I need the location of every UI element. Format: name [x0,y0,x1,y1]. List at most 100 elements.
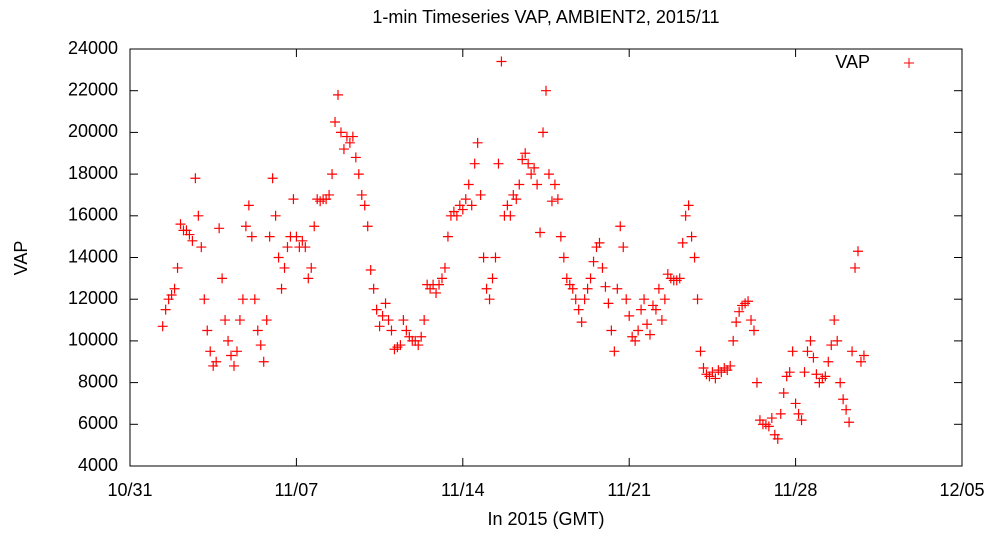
data-point [639,294,650,305]
data-point [674,273,685,284]
legend-marker [904,58,914,68]
data-point [240,221,251,232]
data-point [252,325,263,336]
data-point [157,321,168,332]
data-point [344,137,355,148]
data-point [511,194,522,205]
data-point [493,158,504,169]
y-tick-label: 8000 [78,371,118,391]
data-point [695,346,706,357]
data-point [172,262,183,273]
data-point [805,335,816,346]
chart-title: 1-min Timeseries VAP, AMBIENT2, 2015/11 [372,7,719,27]
data-point [692,294,703,305]
data-point [434,279,445,290]
data-point [353,169,364,180]
data-point [838,394,849,405]
data-point [226,350,237,361]
data-point [796,415,807,426]
data-point [659,294,670,305]
data-point [401,325,412,336]
data-point [728,335,739,346]
data-point [829,315,840,326]
data-point [775,408,786,419]
data-point [330,116,341,127]
data-point [457,204,468,215]
data-point [766,413,777,424]
data-point [853,246,863,257]
data-point [276,283,287,294]
legend-label: VAP [835,52,870,72]
data-point [689,252,700,263]
data-point [279,262,290,273]
x-tick-label: 11/07 [275,480,319,500]
data-point [823,356,834,367]
data-point [190,173,201,184]
data-point [350,152,361,163]
data-point [264,231,275,242]
data-point [778,388,789,399]
data-point [261,315,272,326]
data-point [585,273,596,284]
data-point [731,317,742,328]
data-point [309,221,320,232]
y-tick-label: 16000 [68,205,118,225]
data-point [600,281,611,292]
data-point [529,162,540,173]
data-point [202,325,213,336]
data-point [466,200,477,211]
data-point [645,329,655,340]
data-point [282,242,293,253]
data-point [677,237,688,248]
y-tick-label: 12000 [68,288,118,308]
data-point [223,335,234,346]
data-point [365,265,376,276]
data-point [763,421,774,432]
data-point [541,85,551,96]
data-point [802,346,813,357]
data-point [523,158,534,169]
data-point [749,325,759,336]
data-point [570,294,581,305]
data-point [725,360,736,371]
data-point [603,298,614,309]
data-point [636,304,647,315]
x-axis-label: In 2015 (GMT) [487,509,604,529]
data-point [229,360,239,371]
data-point [772,433,783,444]
x-tick-label: 12/05 [939,480,984,500]
data-point [642,319,653,330]
data-point [784,367,795,378]
data-point [826,340,837,351]
data-point [624,310,635,321]
data-point [327,169,338,180]
data-point [437,273,447,284]
data-point [338,144,349,155]
data-point [175,219,186,230]
data-point [793,408,804,419]
data-point [555,231,566,242]
data-point [380,298,391,309]
data-point [273,252,284,263]
data-point [567,283,578,294]
data-point [386,325,397,336]
data-point [335,127,346,138]
data-point [300,242,311,253]
data-point [835,377,846,388]
data-point [383,315,394,326]
data-point [683,200,694,211]
data-point [205,346,216,357]
data-point [517,154,528,165]
data-point [463,179,474,190]
data-point [237,294,248,305]
data-point [217,273,228,284]
data-point [621,294,632,305]
data-point [267,173,278,184]
data-point [196,242,207,253]
data-point [618,242,629,253]
data-point [543,169,554,180]
data-point [490,252,501,263]
x-tick-label: 11/14 [441,480,485,500]
data-point [633,325,644,336]
